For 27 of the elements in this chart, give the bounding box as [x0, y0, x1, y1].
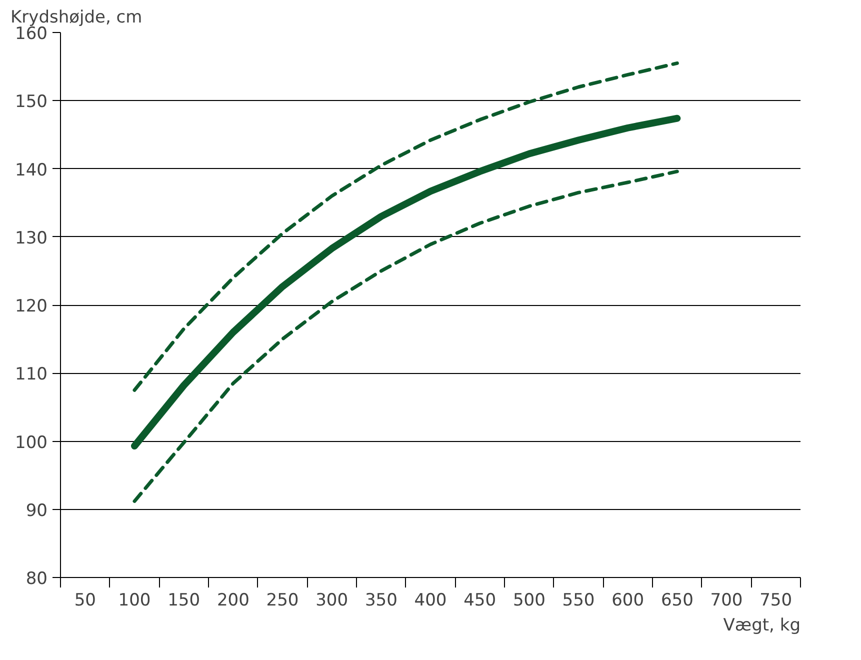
- y-tick-label: 90: [26, 500, 48, 521]
- x-tick-label: 650: [660, 590, 694, 610]
- x-tick-label: 350: [364, 590, 398, 610]
- y-tick-label: 130: [15, 228, 48, 248]
- x-axis-title: Vægt, kg: [723, 616, 801, 636]
- x-tick-label: 200: [216, 590, 250, 610]
- x-tick-label: 700: [710, 590, 743, 610]
- x-tick-label: 150: [168, 590, 200, 610]
- x-tick-label: 450: [464, 590, 496, 610]
- line-series: [132, 61, 679, 392]
- x-tick-label: 250: [266, 590, 299, 610]
- y-tick-label: 150: [15, 92, 48, 112]
- y-tick-label: 140: [15, 160, 48, 180]
- line-series: [132, 170, 679, 503]
- x-tick-label: 750: [760, 590, 792, 610]
- y-tick-label: 120: [15, 296, 48, 316]
- x-tick-label: 100: [118, 590, 151, 610]
- y-tick-label: 100: [15, 432, 48, 453]
- y-axis-title: Krydshøjde, cm: [10, 8, 142, 28]
- x-tick-label: 300: [316, 590, 348, 610]
- y-tick-label: 80: [26, 569, 48, 589]
- x-tick-label: 500: [512, 590, 546, 610]
- x-tick-label: 600: [612, 590, 644, 610]
- x-tick-label: 50: [74, 590, 96, 610]
- x-tick-label: 550: [562, 590, 595, 610]
- y-tick-label: 110: [15, 364, 48, 385]
- x-tick-label: 400: [414, 590, 447, 610]
